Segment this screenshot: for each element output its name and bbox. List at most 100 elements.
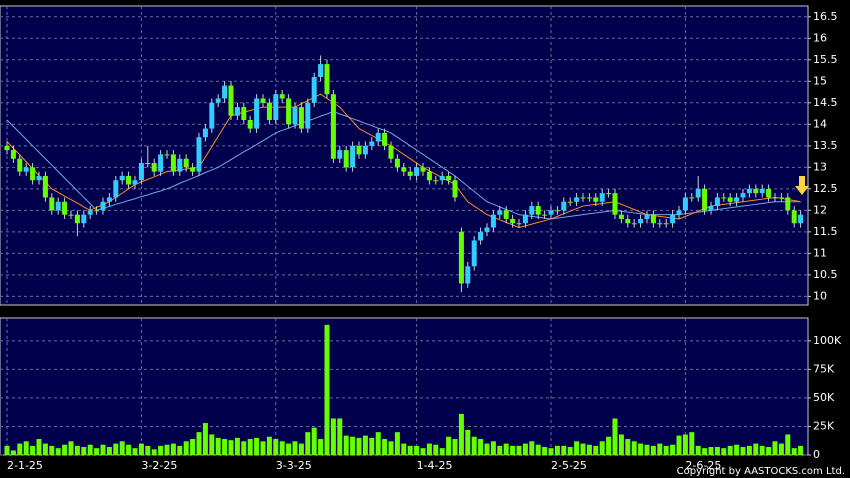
ma-line [6,110,801,220]
candle-body [599,193,605,202]
candle-body [266,102,272,121]
candle-body [170,154,176,172]
candle-body [36,175,42,181]
candle-body [522,214,528,224]
y-tick-label: 13 [813,160,827,173]
volume-bar [567,447,573,455]
volume-bar [260,441,266,455]
candle-body [433,180,439,182]
candle-body [145,163,151,165]
candle-body [17,158,23,172]
candle-body [510,218,516,224]
candle-body [337,150,343,159]
volume-bar [414,445,420,455]
volume-bar [49,445,55,455]
candle-body [164,154,170,156]
volume-bar [407,445,413,455]
volume-bar [74,445,80,455]
volume-bar [350,436,356,455]
candle-body [183,158,189,168]
candle-body [62,201,68,215]
volume-bar [766,447,772,455]
volume-bar [663,445,669,455]
volume-bar [247,439,253,455]
y-tick-label: 12.5 [813,182,838,195]
volume-bar [650,445,656,455]
candle-body [753,188,759,194]
candle-body [746,188,752,194]
volume-bar [298,443,304,455]
candle-body [766,188,772,198]
volume-bar [580,443,586,455]
candle-body [394,158,400,168]
candle-body [286,98,292,125]
volume-bar [343,435,349,455]
candle-body [554,210,560,212]
volume-bar [337,418,343,455]
candle-body [330,94,336,159]
volume-bar [228,440,234,455]
volume-bar [388,441,394,455]
candle-body [439,175,445,181]
volume-bar [318,439,324,455]
candle-body [305,102,311,129]
volume-bar [503,443,509,455]
volume-bar [151,449,157,455]
y-tick-label: 16 [813,31,827,44]
x-tick-label: 1-4-25 [417,459,453,472]
candle-body [542,214,548,216]
candle-body [650,214,656,224]
volume-bar [586,444,592,455]
candle-body [273,94,279,121]
candle-body [42,175,48,198]
volume-bar [484,443,490,455]
volume-bar [170,443,176,455]
candle-body [298,107,304,129]
y-tick-label: 11 [813,246,827,259]
candle-body [369,141,375,146]
candle-body [478,231,484,241]
y-tick-label: 14.5 [813,96,838,109]
volume-bar [222,439,228,455]
candle-body [74,214,80,224]
volume-bar [375,432,381,455]
volume-bar [535,444,541,455]
volume-bar [458,413,464,455]
candle-body [484,227,490,232]
candle-body [132,180,138,185]
candle-body [612,193,618,215]
candle-body [638,218,644,224]
volume-bar [420,448,426,455]
candle-body [30,167,36,181]
volume-bar [279,441,285,455]
volume-bar [574,441,580,455]
candle-body [247,120,253,129]
candle-body [100,201,106,211]
candle-body [490,214,496,228]
candle-body [311,76,317,103]
candle-body [682,197,688,211]
volume-bar [202,423,208,455]
candle-body [663,223,669,225]
candle-body [209,102,215,129]
y-tick-label: 14 [813,117,827,130]
volume-bar [682,434,688,455]
volume-bar [382,439,388,455]
volume-bar [778,443,784,455]
volume-bar [426,443,432,455]
candle-body [548,210,554,215]
candle-body [452,180,458,198]
volume-bar [599,441,605,455]
candle-body [446,175,452,181]
volume-bar [209,434,215,455]
y-tick-label: 10.5 [813,268,838,281]
candle-body [260,98,266,103]
y-tick-label: 50K [813,391,835,404]
volume-bar [183,441,189,455]
y-tick-label: 15.5 [813,53,838,66]
y-tick-label: 100K [813,334,842,347]
volume-bar [55,448,61,455]
volume-bar [721,448,727,455]
candle-body [785,197,791,211]
volume-bar [62,444,68,455]
